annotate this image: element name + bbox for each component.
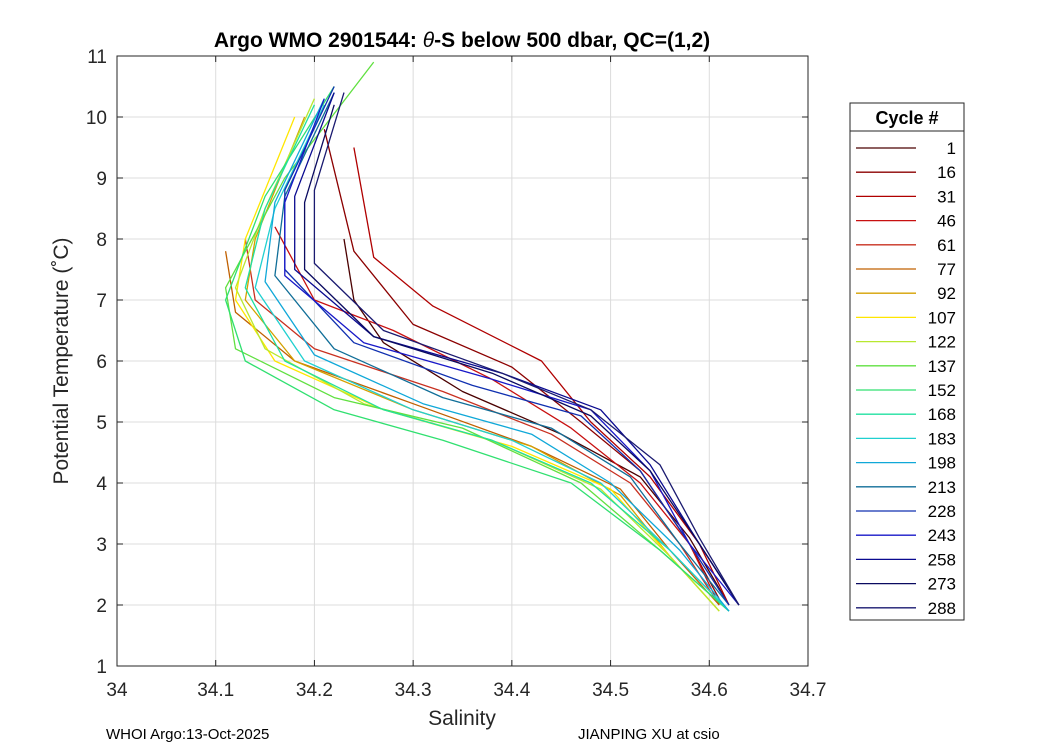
footer-right: JIANPING XU at csio <box>578 726 720 743</box>
legend-label: 152 <box>928 381 956 400</box>
y-tick-label: 5 <box>96 413 107 434</box>
legend-label: 61 <box>937 236 956 255</box>
series-line-cycle-137 <box>224 61 730 612</box>
chart-title-prefix: Argo WMO 2901544: <box>214 29 423 52</box>
series-line-cycle-16 <box>323 129 720 600</box>
y-tick-label: 6 <box>96 352 107 373</box>
legend-label: 122 <box>928 333 956 352</box>
x-axis-label: Salinity <box>428 707 496 730</box>
x-tick-label: 34.2 <box>296 680 333 701</box>
legend-label: 92 <box>937 284 956 303</box>
legend-label: 288 <box>928 599 956 618</box>
y-tick-label: 7 <box>96 291 107 312</box>
series-line-cycle-77 <box>224 251 720 606</box>
y-tick-label: 4 <box>96 474 107 495</box>
legend-label: 183 <box>928 429 956 448</box>
x-tick-label: 34.7 <box>790 680 827 701</box>
x-tick-label: 34.3 <box>395 680 432 701</box>
legend-label: 77 <box>937 260 956 279</box>
series-line-cycle-152 <box>224 86 730 612</box>
y-tick-label: 3 <box>96 535 107 556</box>
legend-label: 273 <box>928 575 956 594</box>
legend-title: Cycle # <box>875 108 938 128</box>
series-line-cycle-273 <box>303 104 740 606</box>
footer-left: WHOI Argo:13-Oct-2025 <box>106 726 270 743</box>
y-tick-label: 11 <box>87 47 107 68</box>
x-tick-label: 34.6 <box>691 680 728 701</box>
legend: Cycle # 11631466177921071221371521681831… <box>849 102 965 621</box>
legend-label: 198 <box>928 454 956 473</box>
series-line-cycle-168 <box>244 104 730 612</box>
y-tick-label: 10 <box>86 108 107 129</box>
series-line-cycle-243 <box>284 98 740 606</box>
x-tick-label: 34 <box>106 680 128 701</box>
legend-label: 107 <box>928 308 956 327</box>
series-line-cycle-228 <box>284 86 730 606</box>
legend-label: 31 <box>937 187 956 206</box>
legend-box <box>849 102 965 621</box>
y-axis-label: Potential Temperature (˚C) <box>50 237 73 484</box>
y-tick-label: 2 <box>96 596 107 617</box>
y-tick-label: 9 <box>96 169 107 190</box>
chart-title-theta: θ <box>423 29 435 52</box>
series-line-cycle-92 <box>244 116 720 612</box>
y-tick-label: 8 <box>96 230 107 251</box>
chart-title-suffix: -S below 500 dbar, QC=(1,2) <box>434 29 710 52</box>
series-line-cycle-122 <box>234 98 720 612</box>
legend-label: 137 <box>928 357 956 376</box>
legend-label: 213 <box>928 478 956 497</box>
axis-ticks: 34 34.1 34.2 34.3 34.4 34.5 34.6 34.71234567891… <box>86 47 827 701</box>
series-line-cycle-183 <box>254 104 730 612</box>
x-tick-label: 34.1 <box>197 680 234 701</box>
series-line-cycle-288 <box>313 92 740 606</box>
series-line-cycle-213 <box>274 92 730 606</box>
legend-items: 1 16 31 46 61 77 92 107 122 137 152 168 183 198 213 228… <box>856 139 956 618</box>
legend-label: 16 <box>937 163 956 182</box>
legend-label: 243 <box>928 526 956 545</box>
series-line-cycle-198 <box>264 98 730 612</box>
chart-title: Argo WMO 2901544: θ-S below 500 dbar, QC… <box>214 29 710 52</box>
y-tick-label: 1 <box>96 657 107 678</box>
legend-label: 1 <box>947 139 956 158</box>
series-line-cycle-46 <box>274 226 720 606</box>
legend-label: 46 <box>937 212 956 231</box>
legend-label: 168 <box>928 405 956 424</box>
legend-label: 258 <box>928 550 956 569</box>
x-tick-label: 34.4 <box>493 680 530 701</box>
series-lines <box>224 61 740 612</box>
x-tick-label: 34.5 <box>592 680 629 701</box>
legend-label: 228 <box>928 502 956 521</box>
